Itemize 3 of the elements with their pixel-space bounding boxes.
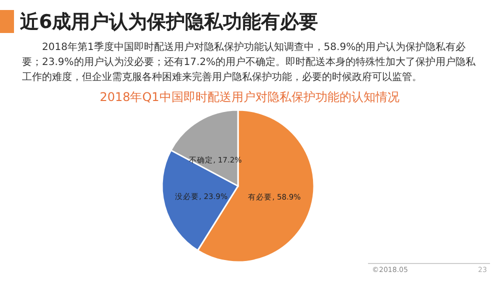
text: 近6成用户认为保护隐私功能有必要 (20, 10, 318, 35)
chart-subtitle: 2018年第1季度中国即时配送用户对隐私保护功能认知调查中，58.9%的用户认为保护隐私有必要；23.9%的用户认为没必要；还有17.2%的用户不确定。即时配送本身的特殊性加大了保护用户隐私工作的难度，但企业需克服各种困难来完善用户隐私保护功能，必要的时候政府可以监管。 (22, 40, 477, 85)
chart-title: 2018年Q1中国即时配送用户对隐私保护功能的认知情况 (98, 89, 400, 106)
